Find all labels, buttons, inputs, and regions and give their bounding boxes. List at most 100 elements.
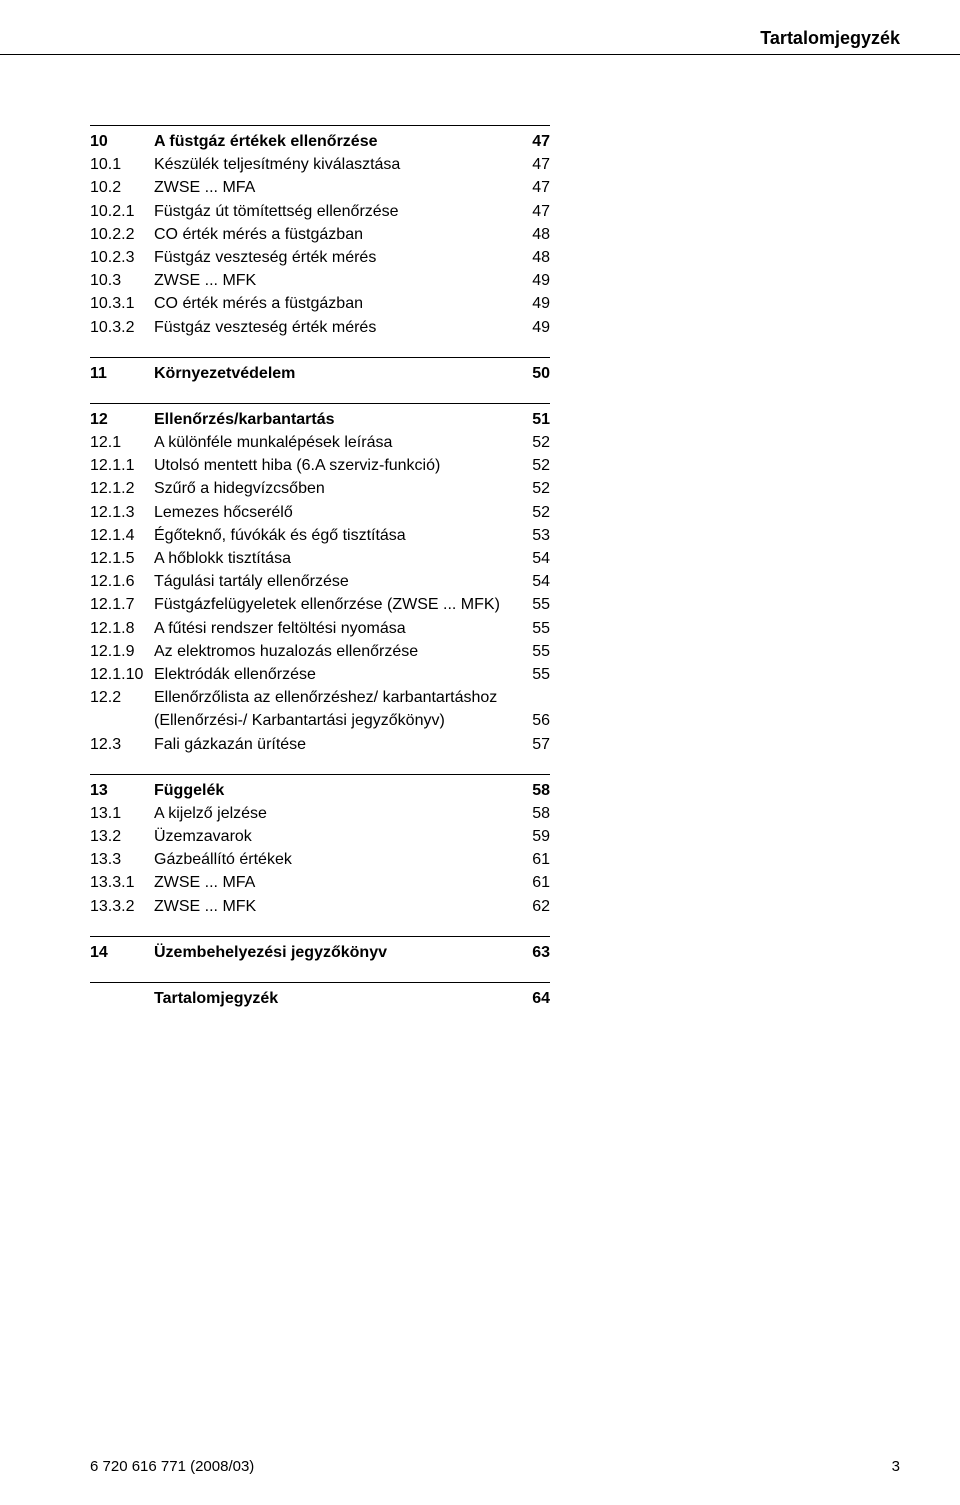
toc-number: 10.3.2 xyxy=(90,316,154,339)
toc-page: 55 xyxy=(510,640,550,663)
toc-page: 49 xyxy=(510,292,550,315)
toc-title: Füstgázfelügyeletek ellenőrzése (ZWSE ..… xyxy=(154,593,510,616)
toc-number: 12.1.8 xyxy=(90,617,154,640)
toc-title: A kijelző jelzése xyxy=(154,802,510,825)
toc-number: 13.1 xyxy=(90,802,154,825)
toc-page: 58 xyxy=(510,802,550,825)
toc-row: 13 Függelék 58 xyxy=(90,779,550,802)
toc-number: 10.2.1 xyxy=(90,200,154,223)
toc-number: 10.1 xyxy=(90,153,154,176)
toc-section: 14 Üzembehelyezési jegyzőkönyv 63 xyxy=(90,936,550,964)
toc-row: 12.1.2 Szűrő a hidegvízcsőben 52 xyxy=(90,477,550,500)
toc-table: 13 Függelék 58 13.1 A kijelző jelzése 58… xyxy=(90,779,550,918)
toc-number: 12.1.7 xyxy=(90,593,154,616)
toc-page: 52 xyxy=(510,477,550,500)
toc-title: Az elektromos huzalozás ellenőrzése xyxy=(154,640,510,663)
toc-number: 12.1.2 xyxy=(90,477,154,500)
toc-section: Tartalomjegyzék 64 xyxy=(90,982,550,1010)
toc-row: 10.2.3 Füstgáz veszteség érték mérés 48 xyxy=(90,246,550,269)
toc-page: 47 xyxy=(510,153,550,176)
footer-docnumber: 6 720 616 771 (2008/03) xyxy=(90,1458,254,1475)
toc-page: 54 xyxy=(510,570,550,593)
toc-title: Környezetvédelem xyxy=(154,362,510,385)
toc-page: 59 xyxy=(510,825,550,848)
toc-title: Függelék xyxy=(154,779,510,802)
toc-page: 49 xyxy=(510,269,550,292)
toc-section: 13 Függelék 58 13.1 A kijelző jelzése 58… xyxy=(90,774,550,918)
toc-number: 10.3.1 xyxy=(90,292,154,315)
toc-number: 12 xyxy=(90,408,154,431)
toc-number: 13.2 xyxy=(90,825,154,848)
toc-row: 12.1 A különféle munkalépések leírása 52 xyxy=(90,431,550,454)
toc-title: Gázbeállító értékek xyxy=(154,848,510,871)
toc-number: 12.1.9 xyxy=(90,640,154,663)
toc-row: 12.1.6 Tágulási tartály ellenőrzése 54 xyxy=(90,570,550,593)
toc-section: 12 Ellenőrzés/karbantartás 51 12.1 A kül… xyxy=(90,403,550,756)
toc-page: 57 xyxy=(510,733,550,756)
toc-number: 12.1.4 xyxy=(90,524,154,547)
toc-number: 10.2 xyxy=(90,176,154,199)
toc-page: 49 xyxy=(510,316,550,339)
toc-title: ZWSE ... MFK xyxy=(154,895,510,918)
toc-page: 53 xyxy=(510,524,550,547)
toc-row: 12.1.8 A fűtési rendszer feltöltési nyom… xyxy=(90,617,550,640)
toc-row: 10.3 ZWSE ... MFK 49 xyxy=(90,269,550,292)
toc-row: 10.2.1 Füstgáz út tömítettség ellenőrzés… xyxy=(90,200,550,223)
toc-page: 63 xyxy=(510,941,550,964)
toc-page: 51 xyxy=(510,408,550,431)
toc-number: 12.1.10 xyxy=(90,663,154,686)
toc-title: Füstgáz út tömítettség ellenőrzése xyxy=(154,200,510,223)
toc-number: 14 xyxy=(90,941,154,964)
toc-table: 10 A füstgáz értékek ellenőrzése 47 10.1… xyxy=(90,130,550,339)
toc-row: 10 A füstgáz értékek ellenőrzése 47 xyxy=(90,130,550,153)
toc-title: ZWSE ... MFA xyxy=(154,871,510,894)
toc-row: 13.2 Üzemzavarok 59 xyxy=(90,825,550,848)
toc-title: Ellenőrzőlista az ellenőrzéshez/ karbant… xyxy=(154,686,510,732)
toc-row: 12.1.10 Elektródák ellenőrzése 55 xyxy=(90,663,550,686)
toc-page: 55 xyxy=(510,593,550,616)
toc-page: 52 xyxy=(510,431,550,454)
toc-title: Tágulási tartály ellenőrzése xyxy=(154,570,510,593)
toc-row: 12.1.5 A hőblokk tisztítása 54 xyxy=(90,547,550,570)
toc-row: 12 Ellenőrzés/karbantartás 51 xyxy=(90,408,550,431)
toc-row: 12.1.3 Lemezes hőcserélő 52 xyxy=(90,501,550,524)
toc-page: 48 xyxy=(510,223,550,246)
toc-title: Fali gázkazán ürítése xyxy=(154,733,510,756)
toc-row: 13.3.2 ZWSE ... MFK 62 xyxy=(90,895,550,918)
toc-number: 12.3 xyxy=(90,733,154,756)
toc-page: 52 xyxy=(510,454,550,477)
toc-number: 11 xyxy=(90,362,154,385)
toc-row: 11 Környezetvédelem 50 xyxy=(90,362,550,385)
toc-page: 61 xyxy=(510,871,550,894)
toc-number: 13.3.2 xyxy=(90,895,154,918)
toc-title: Elektródák ellenőrzése xyxy=(154,663,510,686)
toc-page: 56 xyxy=(510,686,550,732)
toc-title: A hőblokk tisztítása xyxy=(154,547,510,570)
page-title: Tartalomjegyzék xyxy=(760,28,900,49)
toc-table: Tartalomjegyzék 64 xyxy=(90,987,550,1010)
toc-row: 12.1.4 Égőteknő, fúvókák és égő tisztítá… xyxy=(90,524,550,547)
toc-number: 10.3 xyxy=(90,269,154,292)
toc-row: 10.2 ZWSE ... MFA 47 xyxy=(90,176,550,199)
toc-title: Tartalomjegyzék xyxy=(154,987,510,1010)
toc-content: 10 A füstgáz értékek ellenőrzése 47 10.1… xyxy=(90,125,550,1010)
toc-number: 12.1 xyxy=(90,431,154,454)
toc-page: 48 xyxy=(510,246,550,269)
toc-number: 12.1.3 xyxy=(90,501,154,524)
toc-title: A különféle munkalépések leírása xyxy=(154,431,510,454)
toc-table: 12 Ellenőrzés/karbantartás 51 12.1 A kül… xyxy=(90,408,550,756)
toc-title: Égőteknő, fúvókák és égő tisztítása xyxy=(154,524,510,547)
toc-page: 55 xyxy=(510,663,550,686)
toc-page: 47 xyxy=(510,130,550,153)
toc-page: 55 xyxy=(510,617,550,640)
toc-page: 58 xyxy=(510,779,550,802)
header-rule xyxy=(0,54,960,55)
toc-row: 12.1.9 Az elektromos huzalozás ellenőrzé… xyxy=(90,640,550,663)
section-rule xyxy=(90,357,550,358)
page: Tartalomjegyzék 10 A füstgáz értékek ell… xyxy=(0,0,960,1505)
toc-number: 13 xyxy=(90,779,154,802)
section-rule xyxy=(90,403,550,404)
toc-row: 12.1.7 Füstgázfelügyeletek ellenőrzése (… xyxy=(90,593,550,616)
toc-title: CO érték mérés a füstgázban xyxy=(154,223,510,246)
toc-table: 14 Üzembehelyezési jegyzőkönyv 63 xyxy=(90,941,550,964)
